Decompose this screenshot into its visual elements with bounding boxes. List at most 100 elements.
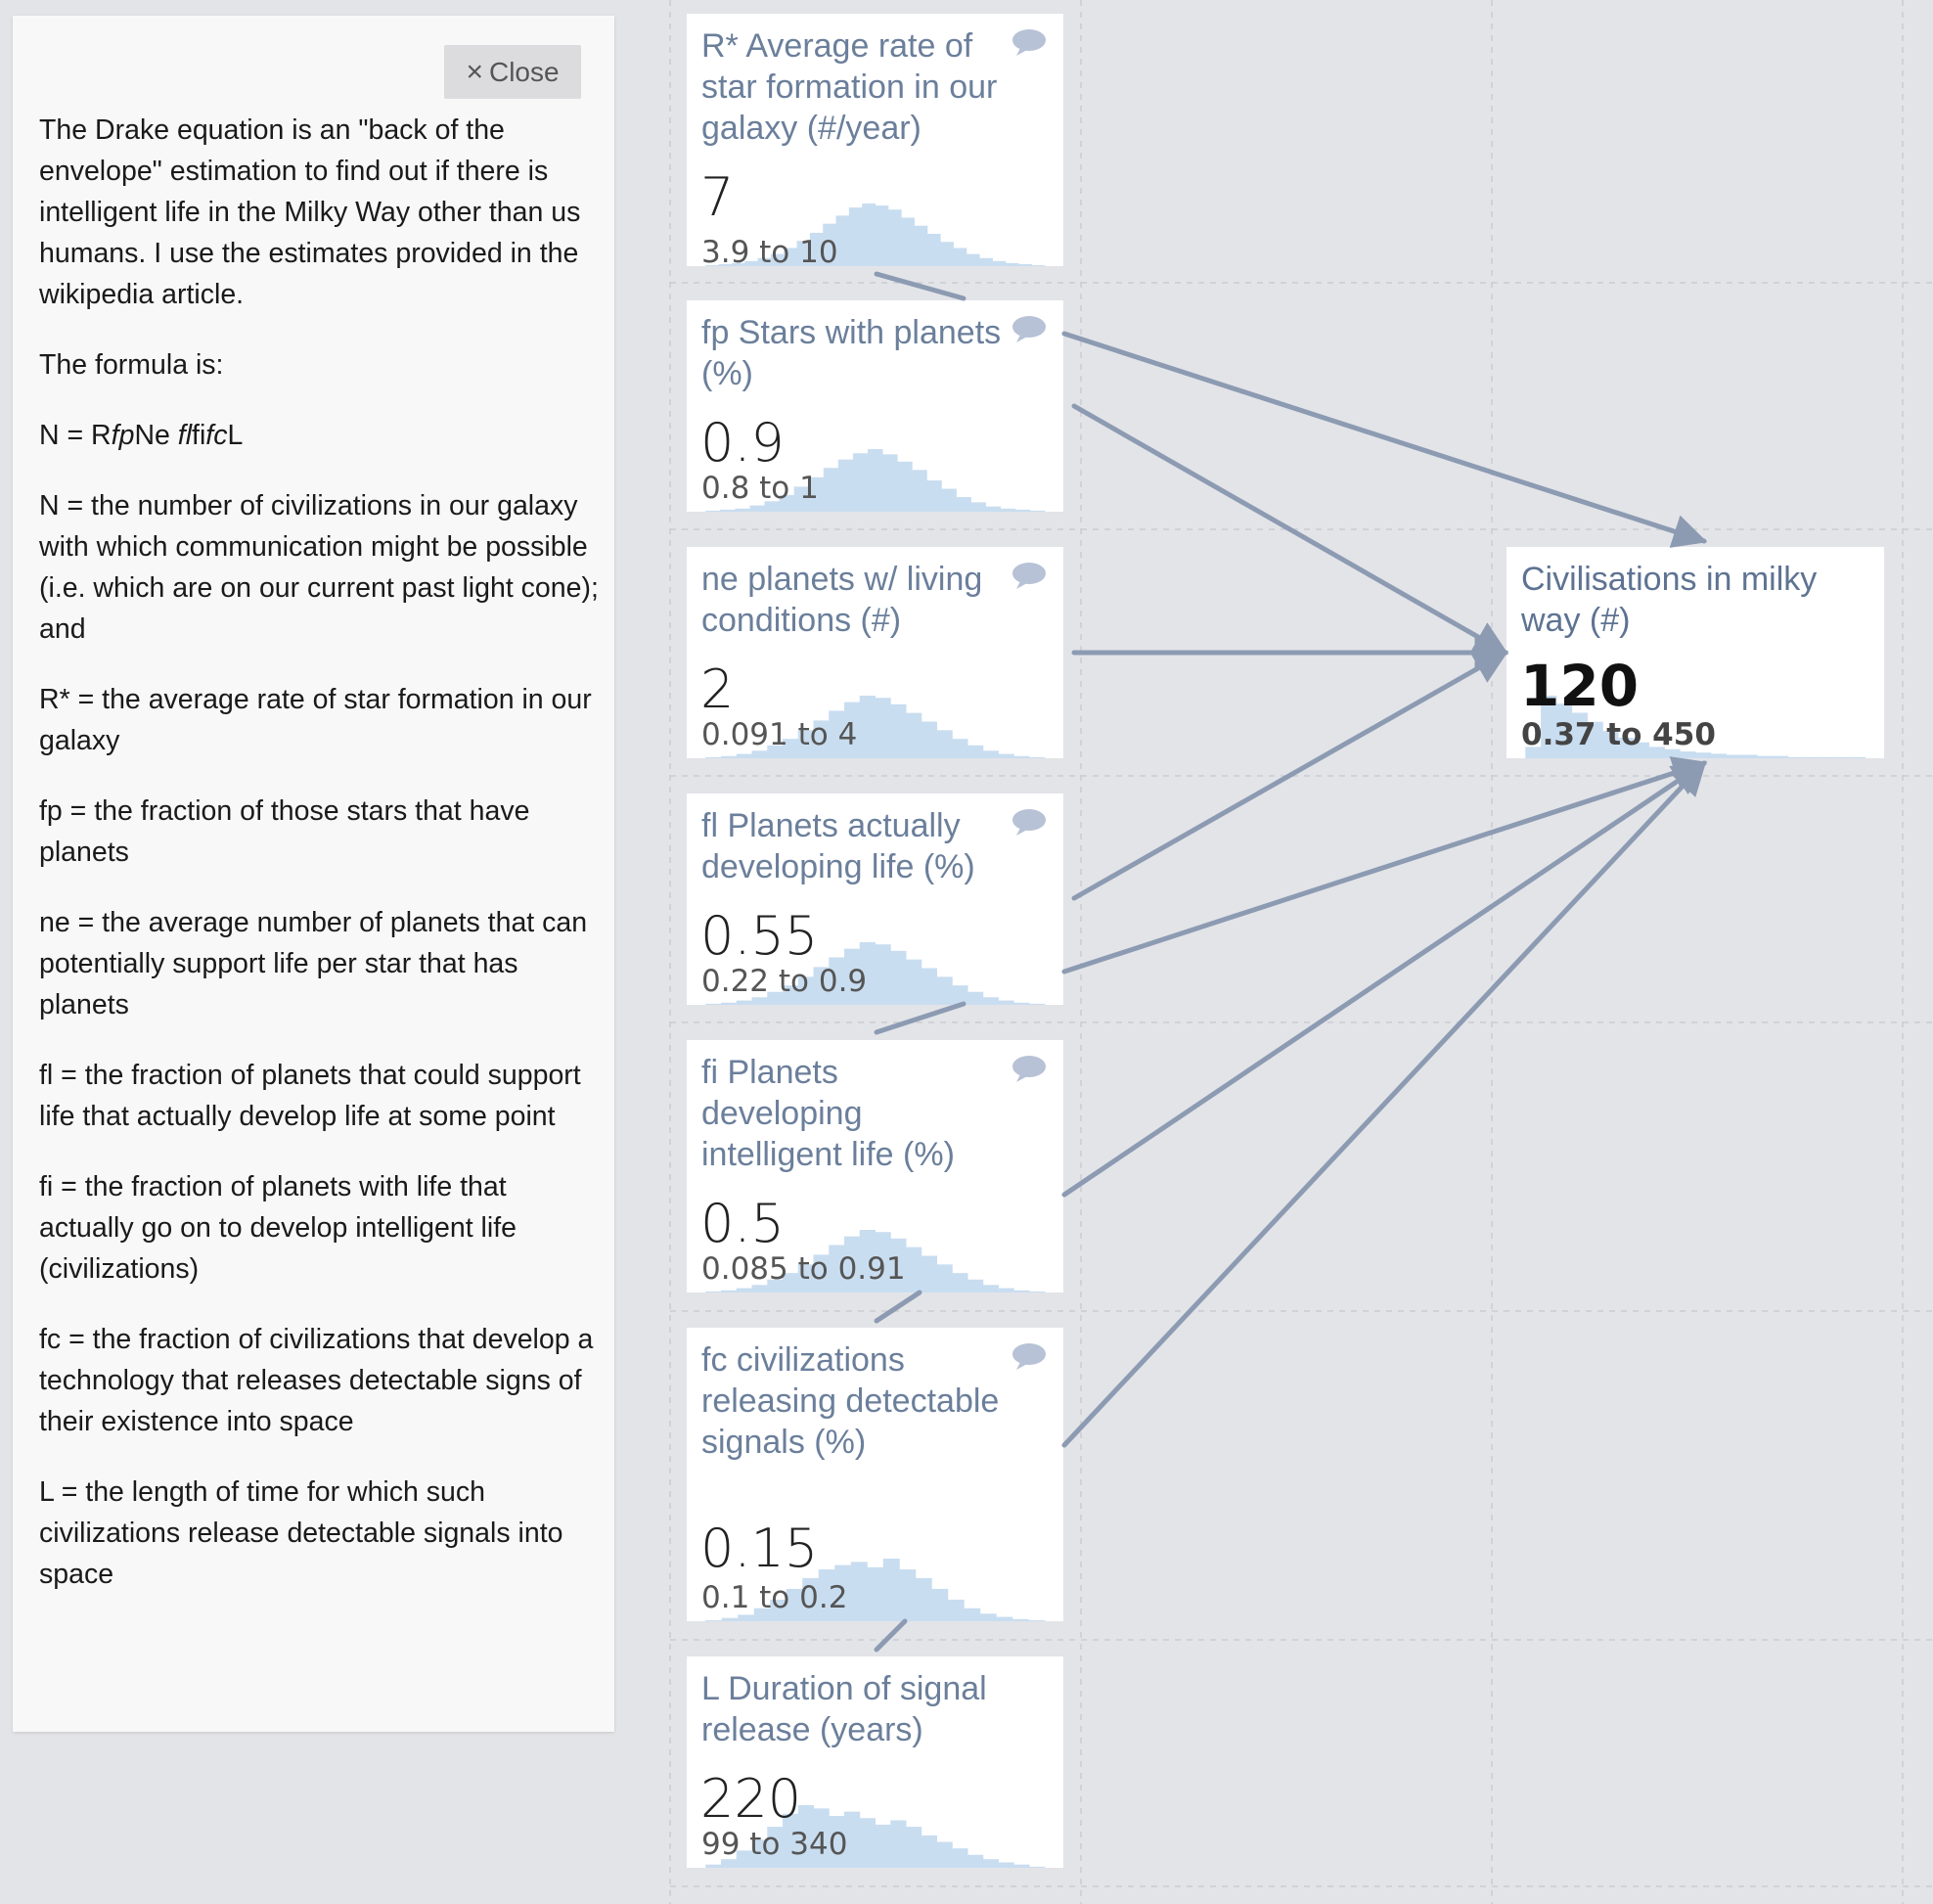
histogram-bar [953,248,967,266]
histogram-bar [897,461,913,512]
close-label: Close [488,56,560,87]
histogram-bar [1680,751,1696,758]
histogram-bar [967,1854,984,1868]
histogram-bar [998,753,1014,758]
histogram-bar [813,1808,830,1868]
histogram-bar [736,1000,752,1005]
metric-mean: 220 [700,1768,802,1830]
histogram-bar [914,225,928,266]
histogram-bar [1664,748,1681,758]
histogram-bar [829,710,845,758]
histogram-bar [844,948,861,1005]
histogram-bar [875,944,891,1005]
histogram-bar [936,976,953,1005]
info-panel: × Close The Drake equation is an "back o… [13,16,614,1732]
metric-mean: 2 [700,658,735,720]
histogram-bar [770,253,785,266]
metric-range: 0.085 to 0.91 [701,1251,906,1287]
metric-card-fp[interactable]: fp Stars with planets (%) 0.9 0.8 to 1 [687,300,1063,512]
histogram-bar [931,1588,949,1621]
histogram-bar [952,1848,968,1868]
histogram-bar [796,241,811,266]
close-icon: × [466,55,483,88]
histogram-bar [921,1255,937,1292]
histogram-bar [829,957,845,1005]
histogram-bar [705,1003,722,1005]
histogram-bar [985,506,1002,512]
histogram-bar [783,985,799,1005]
histogram [705,204,1046,266]
histogram-bar [890,1820,907,1868]
histogram-bar [1772,755,1789,758]
histogram-bar [813,967,830,1005]
histogram-bar [718,263,733,266]
comment-icon[interactable] [1011,314,1048,343]
histogram-bar [964,1608,981,1621]
histogram-bar [848,207,863,266]
histogram-bar [802,1577,820,1621]
metric-range: 0.8 to 1 [701,471,819,506]
histogram-bar [738,1614,755,1621]
histogram-bar [813,720,830,758]
metric-range: 99 to 340 [701,1827,848,1862]
metric-card-fc[interactable]: fc civilizations releasing detectable si… [687,1328,1063,1621]
histogram-bar [705,264,720,266]
histogram-bar [779,494,795,512]
metric-card-l[interactable]: L Duration of signal release (years) 220… [687,1656,1063,1868]
metric-mean: 0.9 [700,412,785,474]
histogram-bar [1587,721,1603,758]
metric-title: R* Average rate of star formation in our… [701,27,998,147]
def-fi: fi = the fraction of planets with life t… [39,1171,517,1285]
histogram-bar [1000,508,1016,512]
histogram-bar [1013,755,1030,758]
histogram-bar [767,991,784,1005]
histogram-bar [921,721,937,758]
comment-icon[interactable] [1011,807,1048,837]
comment-icon[interactable] [1011,1054,1048,1083]
histogram-bar [859,696,876,758]
histogram-bar [1005,262,1019,266]
histogram-bar [1029,756,1046,758]
histogram-bar [998,1288,1014,1292]
histogram-bar [1602,731,1619,758]
histogram-bar [783,739,799,758]
histogram-bar [749,505,766,512]
histogram-bar [947,1599,965,1621]
histogram-bar [844,1236,861,1292]
histogram-bar [705,1864,722,1868]
metric-title: fi Planets developing intelligent life (… [701,1054,955,1173]
metric-range: 3.9 to 10 [701,235,838,266]
metric-title: Civilisations in milky way (#) [1521,561,1818,639]
histogram-bar [992,260,1007,266]
histogram-bar [844,1811,861,1868]
histogram-bar [852,453,869,512]
histogram-bar [751,750,768,758]
histogram-bar [906,1827,922,1868]
histogram-bar [915,1577,932,1621]
histogram-bar [1031,264,1046,266]
metric-card-r[interactable]: R* Average rate of star formation in our… [687,14,1063,266]
histogram-bar [1633,742,1650,758]
histogram-bar [731,262,745,266]
histogram-bar [783,1813,799,1868]
metric-card-n[interactable]: Civilisations in milky way (#) 120 0.37 … [1506,547,1884,758]
metric-card-ne[interactable]: ne planets w/ living conditions (#) 2 0.… [687,547,1063,758]
comment-icon[interactable] [1011,561,1048,590]
histogram-bar [982,750,999,758]
histogram-bar [998,1000,1014,1005]
metric-card-fi[interactable]: fi Planets developing intelligent life (… [687,1040,1063,1292]
metric-title: L Duration of signal release (years) [701,1670,987,1748]
comment-icon[interactable] [1011,27,1048,57]
comment-icon[interactable] [1011,1341,1048,1371]
histogram-bar [998,1862,1014,1868]
histogram-bar [921,968,937,1005]
panel-description: The Drake equation is an "back of the en… [39,110,607,1624]
close-button[interactable]: × Close [444,45,581,99]
histogram-bar [882,454,898,512]
histogram-bar [1648,747,1665,758]
histogram-bar [875,1232,891,1292]
histogram [705,449,1046,512]
histogram-bar [850,1562,868,1621]
histogram-bar [721,1290,738,1292]
metric-card-fl[interactable]: fl Planets actually developing life (%) … [687,793,1063,1005]
